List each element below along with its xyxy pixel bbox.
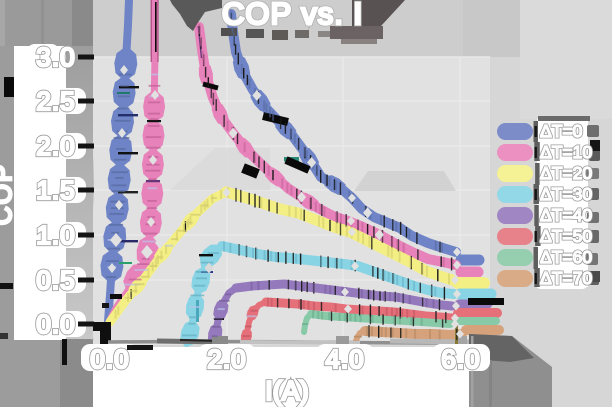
svg-text:ΔT=40: ΔT=40 — [540, 205, 592, 225]
svg-text:0.0: 0.0 — [36, 309, 75, 339]
svg-text:2.0: 2.0 — [207, 344, 246, 374]
svg-text:ΔT=10: ΔT=10 — [540, 142, 592, 162]
svg-text:COP: COP — [0, 163, 17, 225]
svg-text:ΔT=70: ΔT=70 — [540, 268, 592, 288]
svg-text:1.0: 1.0 — [36, 220, 75, 250]
svg-text:ΔT=20: ΔT=20 — [540, 163, 592, 183]
svg-text:3.0: 3.0 — [36, 42, 75, 72]
svg-text:4.0: 4.0 — [325, 344, 364, 374]
svg-text:ΔT=20: ΔT=20 — [540, 163, 592, 183]
svg-text:COP vs. I: COP vs. I — [222, 0, 363, 31]
svg-text:6.0: 6.0 — [441, 344, 480, 374]
svg-text:ΔT=70: ΔT=70 — [540, 268, 592, 288]
svg-text:0.5: 0.5 — [36, 265, 75, 295]
svg-text:ΔT=10: ΔT=10 — [540, 142, 592, 162]
svg-text:1.5: 1.5 — [36, 175, 75, 205]
svg-text:2.0: 2.0 — [207, 344, 246, 374]
svg-text:0.0: 0.0 — [36, 309, 75, 339]
svg-text:ΔT=60: ΔT=60 — [540, 247, 592, 267]
svg-text:0.0: 0.0 — [90, 344, 129, 374]
svg-text:ΔT=30: ΔT=30 — [540, 184, 592, 204]
svg-text:3.0: 3.0 — [36, 42, 75, 72]
svg-text:2.5: 2.5 — [36, 86, 75, 116]
svg-text:COP: COP — [0, 163, 17, 225]
svg-text:4.0: 4.0 — [325, 344, 364, 374]
svg-text:0.0: 0.0 — [90, 344, 129, 374]
svg-text:2.0: 2.0 — [36, 131, 75, 161]
svg-text:COP vs. I: COP vs. I — [222, 0, 363, 31]
svg-text:ΔT=60: ΔT=60 — [540, 247, 592, 267]
svg-text:2.0: 2.0 — [36, 131, 75, 161]
svg-text:ΔT=30: ΔT=30 — [540, 184, 592, 204]
svg-text:ΔT=0: ΔT=0 — [540, 121, 583, 141]
svg-text:0.5: 0.5 — [36, 265, 75, 295]
svg-text:ΔT=50: ΔT=50 — [540, 226, 592, 246]
svg-text:1.5: 1.5 — [36, 175, 75, 205]
svg-text:2.5: 2.5 — [36, 86, 75, 116]
svg-text:ΔT=40: ΔT=40 — [540, 205, 592, 225]
svg-text:ΔT=50: ΔT=50 — [540, 226, 592, 246]
svg-text:1.0: 1.0 — [36, 220, 75, 250]
svg-text:ΔT=0: ΔT=0 — [540, 121, 583, 141]
svg-text:I(A): I(A) — [265, 376, 309, 406]
svg-text:6.0: 6.0 — [441, 344, 480, 374]
svg-text:I(A): I(A) — [265, 376, 309, 406]
